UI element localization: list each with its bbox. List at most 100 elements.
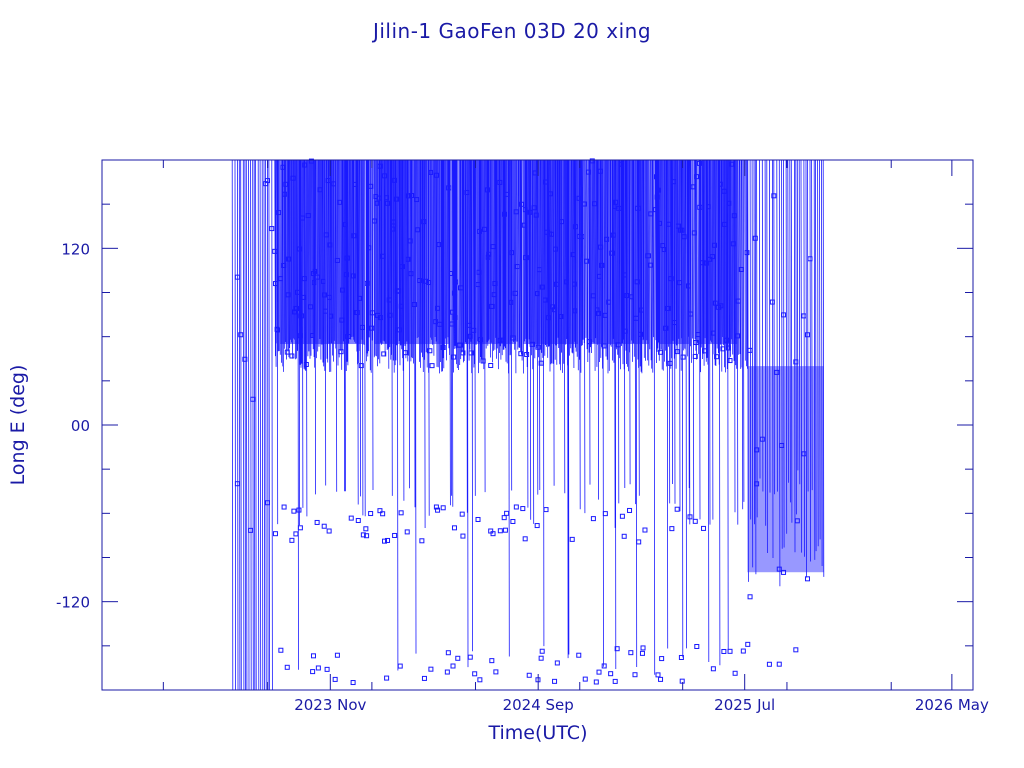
data-point — [569, 536, 575, 542]
data-point — [406, 193, 412, 199]
data-point — [385, 200, 391, 206]
data-point — [729, 161, 735, 167]
data-point — [427, 348, 433, 354]
data-point — [312, 268, 318, 274]
data-point — [534, 523, 540, 529]
data-point — [627, 507, 633, 513]
data-point — [396, 288, 402, 294]
data-point — [721, 648, 727, 654]
chart-title: Jilin-1 GaoFen 03D 20 xing — [371, 19, 651, 43]
data-point — [582, 676, 588, 682]
data-point — [435, 305, 441, 311]
data-point — [645, 253, 651, 259]
data-point — [583, 258, 589, 264]
data-point — [694, 643, 700, 649]
data-point — [320, 278, 326, 284]
data-point — [436, 242, 442, 248]
data-point — [421, 219, 427, 225]
data-point — [635, 205, 641, 211]
data-point — [705, 204, 711, 210]
data-point — [404, 529, 410, 535]
data-point — [281, 262, 287, 268]
data-point — [289, 537, 295, 543]
data-point — [409, 193, 415, 199]
data-point — [356, 295, 362, 301]
data-point — [384, 675, 390, 681]
data-point — [648, 211, 654, 217]
data-point — [285, 292, 291, 298]
data-point — [654, 194, 660, 200]
data-point — [366, 245, 372, 251]
data-point — [722, 221, 728, 227]
data-point — [619, 161, 625, 167]
dense-band — [589, 160, 649, 345]
data-point — [526, 672, 532, 678]
data-point — [382, 173, 388, 179]
data-point — [581, 201, 587, 207]
axis-tick-labels: 120 00 -120 2023 Nov 2024 Sep 2025 Jul 2026 Ma… — [56, 240, 989, 714]
data-point — [538, 655, 544, 661]
data-point — [326, 528, 332, 534]
data-point — [639, 650, 645, 656]
data-point — [323, 232, 329, 238]
data-point — [486, 251, 492, 257]
data-point — [297, 333, 303, 339]
data-point — [638, 307, 644, 313]
data-point — [372, 218, 378, 224]
data-point — [419, 538, 425, 544]
data-point — [275, 327, 281, 333]
data-point — [477, 677, 483, 683]
data-point — [433, 319, 439, 325]
data-point — [433, 172, 439, 178]
data-point — [368, 183, 374, 189]
data-point — [703, 260, 709, 266]
data-point — [492, 281, 498, 287]
data-point — [278, 276, 284, 282]
data-point — [692, 518, 698, 524]
data-point — [324, 666, 330, 672]
x-tick-label: 2026 May — [915, 696, 989, 714]
data-point — [529, 341, 535, 347]
x-tick-label: 2024 Sep — [503, 696, 574, 714]
data-point — [398, 303, 404, 309]
data-point — [321, 292, 327, 298]
data-point — [615, 342, 621, 348]
data-point — [714, 354, 720, 360]
data-point — [694, 174, 700, 180]
data-point — [451, 525, 457, 531]
data-point — [624, 293, 630, 299]
data-point — [634, 279, 640, 285]
data-point — [446, 185, 452, 191]
data-point — [734, 333, 740, 339]
data-point — [311, 280, 317, 286]
data-point — [738, 266, 744, 272]
data-point — [308, 158, 314, 164]
x-tick-label: 2023 Nov — [294, 696, 366, 714]
data-point — [450, 663, 456, 669]
data-point — [280, 164, 286, 170]
data-point — [272, 531, 278, 537]
data-point — [482, 226, 488, 232]
data-point — [656, 220, 662, 226]
data-point — [331, 181, 337, 187]
data-point — [282, 191, 288, 197]
data-point — [547, 191, 553, 197]
data-point — [350, 680, 356, 686]
data-point — [552, 246, 558, 252]
data-point — [490, 531, 496, 537]
data-point — [667, 360, 673, 366]
data-point — [501, 515, 507, 521]
data-point — [360, 532, 366, 538]
data-point — [752, 235, 758, 241]
data-point — [407, 238, 413, 244]
data-point — [718, 303, 724, 309]
data-point — [735, 298, 741, 304]
data-point — [421, 675, 427, 681]
data-point — [523, 255, 529, 261]
data-point — [710, 330, 716, 336]
data-point — [804, 576, 810, 582]
dense-band — [374, 160, 451, 345]
data-point — [234, 481, 240, 487]
data-point — [539, 284, 545, 290]
